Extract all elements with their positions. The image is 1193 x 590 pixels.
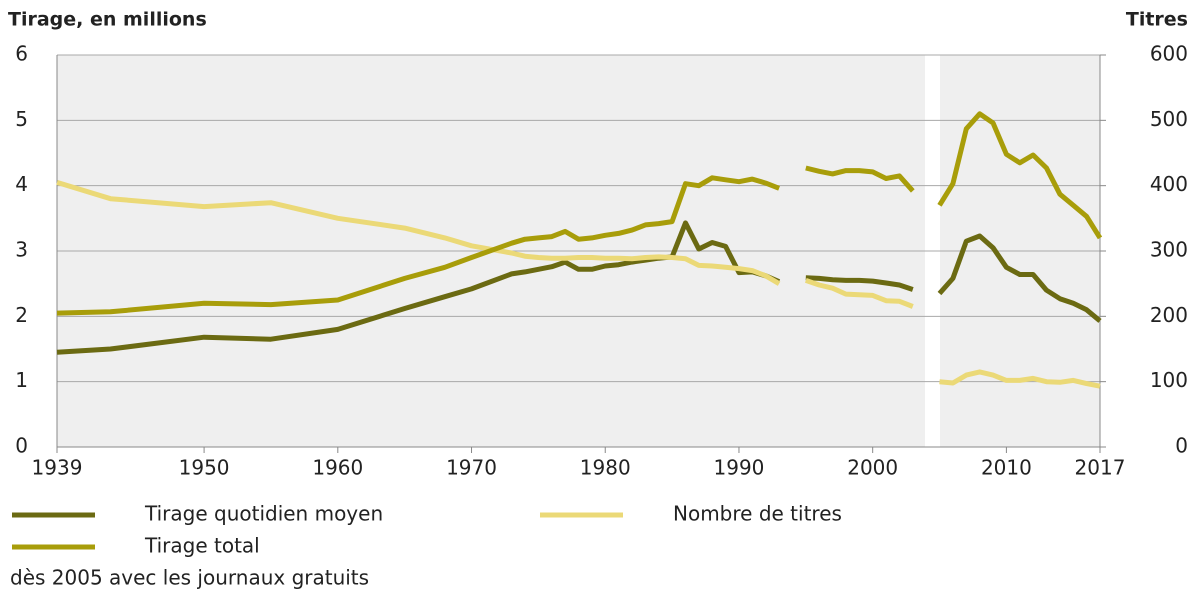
y-tick-label: 3	[15, 238, 28, 262]
x-tick-label: 1990	[714, 456, 765, 480]
y-tick-label: 4	[15, 172, 28, 196]
y-tick-label: 2	[15, 303, 28, 327]
legend-label: Tirage total	[144, 534, 260, 558]
x-tick-label: 1950	[179, 456, 230, 480]
y2-tick-label: 300	[1150, 238, 1188, 262]
y-tick-label: 6	[15, 42, 28, 66]
y2-axis-title: Titres	[1126, 9, 1188, 31]
x-tick-label: 2000	[847, 456, 898, 480]
x-tick-label: 1939	[32, 456, 83, 480]
x-tick-label: 1960	[312, 456, 363, 480]
y-tick-label: 5	[15, 107, 28, 131]
legend-label: Tirage quotidien moyen	[144, 502, 383, 526]
y-tick-label: 1	[15, 368, 28, 392]
y2-tick-label: 500	[1150, 107, 1188, 131]
note: dès 2005 avec les journaux gratuits	[10, 566, 369, 590]
y-tick-label: 0	[15, 434, 28, 458]
x-tick-label: 1980	[580, 456, 631, 480]
series-line	[56, 220, 1102, 355]
y2-tick-label: 600	[1150, 42, 1188, 66]
x-tick-label: 2010	[981, 456, 1032, 480]
y2-tick-label: 200	[1150, 303, 1188, 327]
y-axis-title: Tirage, en millions	[8, 9, 207, 31]
y2-tick-label: 100	[1150, 368, 1188, 392]
x-tick-label: 2017	[1075, 456, 1126, 480]
y2-tick-label: 400	[1150, 172, 1188, 196]
series-line	[56, 180, 1101, 389]
legend-label: Nombre de titres	[673, 502, 842, 526]
x-tick-label: 1970	[446, 456, 497, 480]
series-line	[56, 111, 1103, 316]
y2-tick-label: 0	[1175, 434, 1188, 458]
